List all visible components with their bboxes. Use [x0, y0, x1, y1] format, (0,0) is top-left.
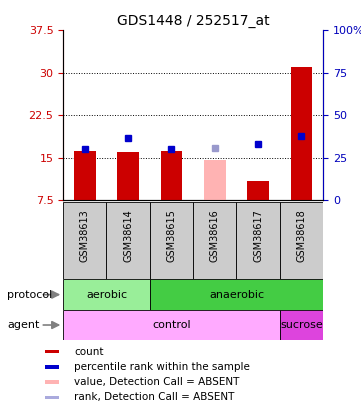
Text: percentile rank within the sample: percentile rank within the sample: [74, 362, 250, 372]
Bar: [74, 151, 96, 200]
Bar: [291, 67, 312, 200]
FancyBboxPatch shape: [280, 202, 323, 279]
Title: GDS1448 / 252517_at: GDS1448 / 252517_at: [117, 14, 269, 28]
Bar: [204, 160, 226, 200]
Text: count: count: [74, 347, 104, 356]
Bar: [45, 380, 59, 384]
FancyBboxPatch shape: [63, 202, 106, 279]
Text: GSM38616: GSM38616: [210, 210, 220, 262]
FancyBboxPatch shape: [63, 279, 150, 310]
FancyBboxPatch shape: [106, 202, 150, 279]
Text: value, Detection Call = ABSENT: value, Detection Call = ABSENT: [74, 377, 240, 387]
FancyBboxPatch shape: [63, 310, 280, 340]
Bar: [45, 365, 59, 369]
Text: GSM38618: GSM38618: [296, 210, 306, 262]
Text: GSM38617: GSM38617: [253, 209, 263, 262]
Text: rank, Detection Call = ABSENT: rank, Detection Call = ABSENT: [74, 392, 235, 402]
Bar: [117, 152, 139, 200]
Bar: [161, 151, 182, 200]
Text: GSM38614: GSM38614: [123, 210, 133, 262]
Text: control: control: [152, 320, 191, 330]
FancyBboxPatch shape: [150, 279, 323, 310]
FancyBboxPatch shape: [150, 202, 193, 279]
FancyBboxPatch shape: [193, 202, 236, 279]
Bar: [45, 350, 59, 353]
Bar: [247, 181, 269, 200]
Text: GSM38615: GSM38615: [166, 209, 177, 262]
FancyBboxPatch shape: [280, 310, 323, 340]
Text: agent: agent: [7, 320, 40, 330]
Text: anaerobic: anaerobic: [209, 290, 264, 300]
Text: sucrose: sucrose: [280, 320, 323, 330]
Text: protocol: protocol: [7, 290, 52, 300]
Text: GSM38613: GSM38613: [80, 210, 90, 262]
Text: aerobic: aerobic: [86, 290, 127, 300]
FancyBboxPatch shape: [236, 202, 280, 279]
Bar: [45, 396, 59, 399]
